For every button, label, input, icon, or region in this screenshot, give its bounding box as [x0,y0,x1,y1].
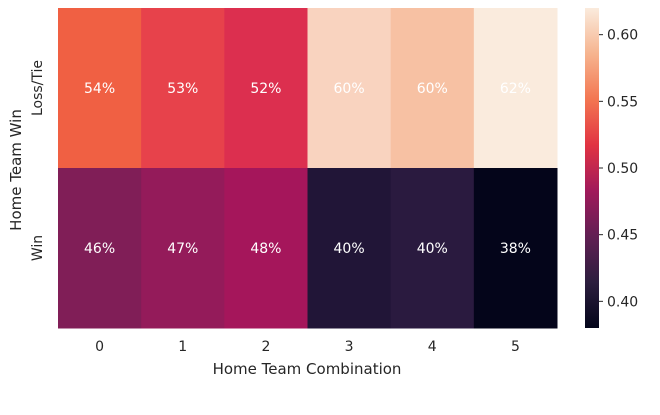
cell-value-label: 60% [334,81,365,97]
cell-value-label: 53% [167,81,198,97]
x-axis-label: Home Team Combination [213,360,402,378]
heatmap-cell [141,8,225,169]
colorbar-tick-label: 0.40 [607,294,638,310]
x-tick-label: 0 [95,339,104,355]
y-axis-ticks: Loss/Tie Win [30,60,46,261]
cell-value-label: 40% [334,241,365,257]
heatmap-cell [58,168,142,329]
heatmap-cell [473,8,558,169]
heatmap-cell [224,8,308,169]
y-tick-label: Win [30,235,46,261]
colorbar-tick-label: 0.50 [607,161,638,177]
x-tick-label: 4 [428,339,437,355]
heatmap-cell [58,8,142,169]
colorbar-ticks: 0.40 0.45 0.50 0.55 0.60 [599,28,638,310]
heatmap-cell [390,8,475,169]
y-tick-label: Loss/Tie [30,60,46,116]
colorbar-tick-label: 0.45 [607,228,638,244]
heatmap-cell [141,168,225,329]
heatmap-cell-labels: 54% 53% 52% 60% 60% 62% 46% 47% 48% 40% 40% 38% [84,81,531,257]
cell-value-label: 46% [84,241,115,257]
x-tick-label: 5 [511,339,520,355]
heatmap-cell [307,8,392,169]
y-axis-label: Home Team Win [7,109,25,231]
x-axis-ticks: 0 1 2 3 4 5 [95,339,520,355]
heatmap-cell [473,168,558,329]
cell-value-label: 62% [500,81,531,97]
colorbar: 0.40 0.45 0.50 0.55 0.60 [585,8,638,328]
heatmap-cell [224,168,308,329]
heatmap-cells [58,8,558,329]
x-tick-label: 2 [261,339,270,355]
cell-value-label: 54% [84,81,115,97]
heatmap-cell [390,168,475,329]
cell-value-label: 38% [500,241,531,257]
cell-value-label: 60% [417,81,448,97]
cell-value-label: 40% [417,241,448,257]
colorbar-tick-label: 0.55 [607,94,638,110]
x-tick-label: 1 [178,339,187,355]
heatmap-cell [307,168,392,329]
colorbar-tick-label: 0.60 [607,28,638,44]
cell-value-label: 48% [250,241,281,257]
cell-value-label: 47% [167,241,198,257]
x-tick-label: 3 [345,339,354,355]
colorbar-gradient [585,8,599,328]
cell-value-label: 52% [250,81,281,97]
